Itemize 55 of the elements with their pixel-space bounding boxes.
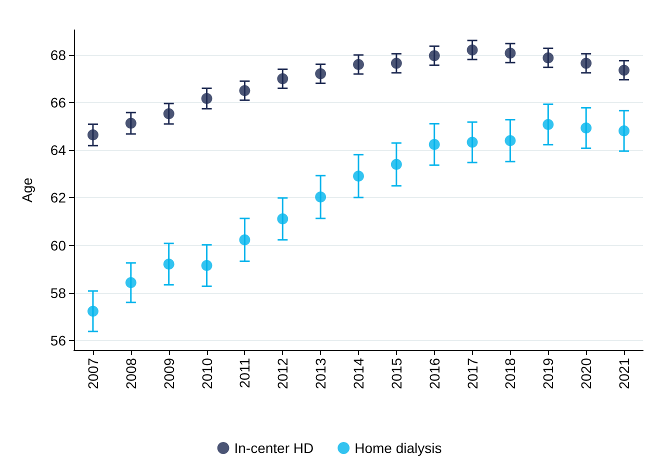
x-tick-label: 2008 (122, 358, 139, 390)
point (125, 118, 136, 129)
point (201, 260, 212, 272)
x-tick-label: 2015 (388, 358, 404, 390)
legend-label: Home dialysis (354, 440, 442, 456)
point (125, 277, 136, 288)
point (163, 258, 174, 270)
x-tick-label: 2011 (236, 358, 253, 388)
x-tick-label: 2016 (426, 358, 442, 390)
x-tick-label: 2007 (84, 358, 101, 390)
point (428, 50, 440, 62)
y-tick-label: 58 (50, 284, 66, 301)
legend-label: In-center HD (234, 440, 314, 456)
point (277, 213, 288, 224)
point (466, 136, 478, 148)
x-tick-label: 2017 (464, 358, 480, 390)
point (390, 158, 402, 170)
point (428, 138, 440, 150)
y-tick-label: 62 (50, 190, 66, 206)
point (277, 73, 288, 84)
x-tick-label: 2021 (616, 358, 632, 390)
y-axis-title: Age (19, 177, 35, 202)
point (542, 52, 554, 64)
point (201, 93, 212, 104)
point (315, 68, 326, 80)
x-tick-label: 2009 (160, 358, 177, 390)
point (618, 64, 630, 76)
point (87, 129, 98, 140)
x-tick-label: 2010 (198, 358, 215, 390)
point (504, 48, 516, 59)
point (87, 306, 98, 317)
point (466, 44, 478, 56)
point (580, 58, 592, 69)
x-tick-label: 2012 (274, 358, 291, 390)
point (353, 170, 364, 182)
point (315, 192, 326, 203)
x-tick-label: 2013 (312, 358, 329, 390)
point (542, 118, 554, 130)
point (580, 122, 592, 134)
y-tick-label: 66 (50, 94, 66, 111)
y-tick-label: 68 (50, 46, 66, 63)
point (163, 108, 174, 120)
x-tick-label: 2018 (502, 358, 518, 390)
x-tick-label: 2019 (540, 358, 556, 390)
y-tick-label: 56 (50, 332, 66, 348)
point (239, 234, 250, 246)
point (239, 85, 250, 96)
point (353, 59, 364, 70)
y-tick-label: 60 (50, 237, 66, 254)
x-tick-label: 2020 (578, 358, 594, 390)
x-tick-label: 2014 (350, 358, 366, 390)
y-tick-label: 64 (50, 142, 66, 158)
point (504, 135, 516, 146)
point (390, 58, 402, 69)
point (618, 125, 630, 136)
